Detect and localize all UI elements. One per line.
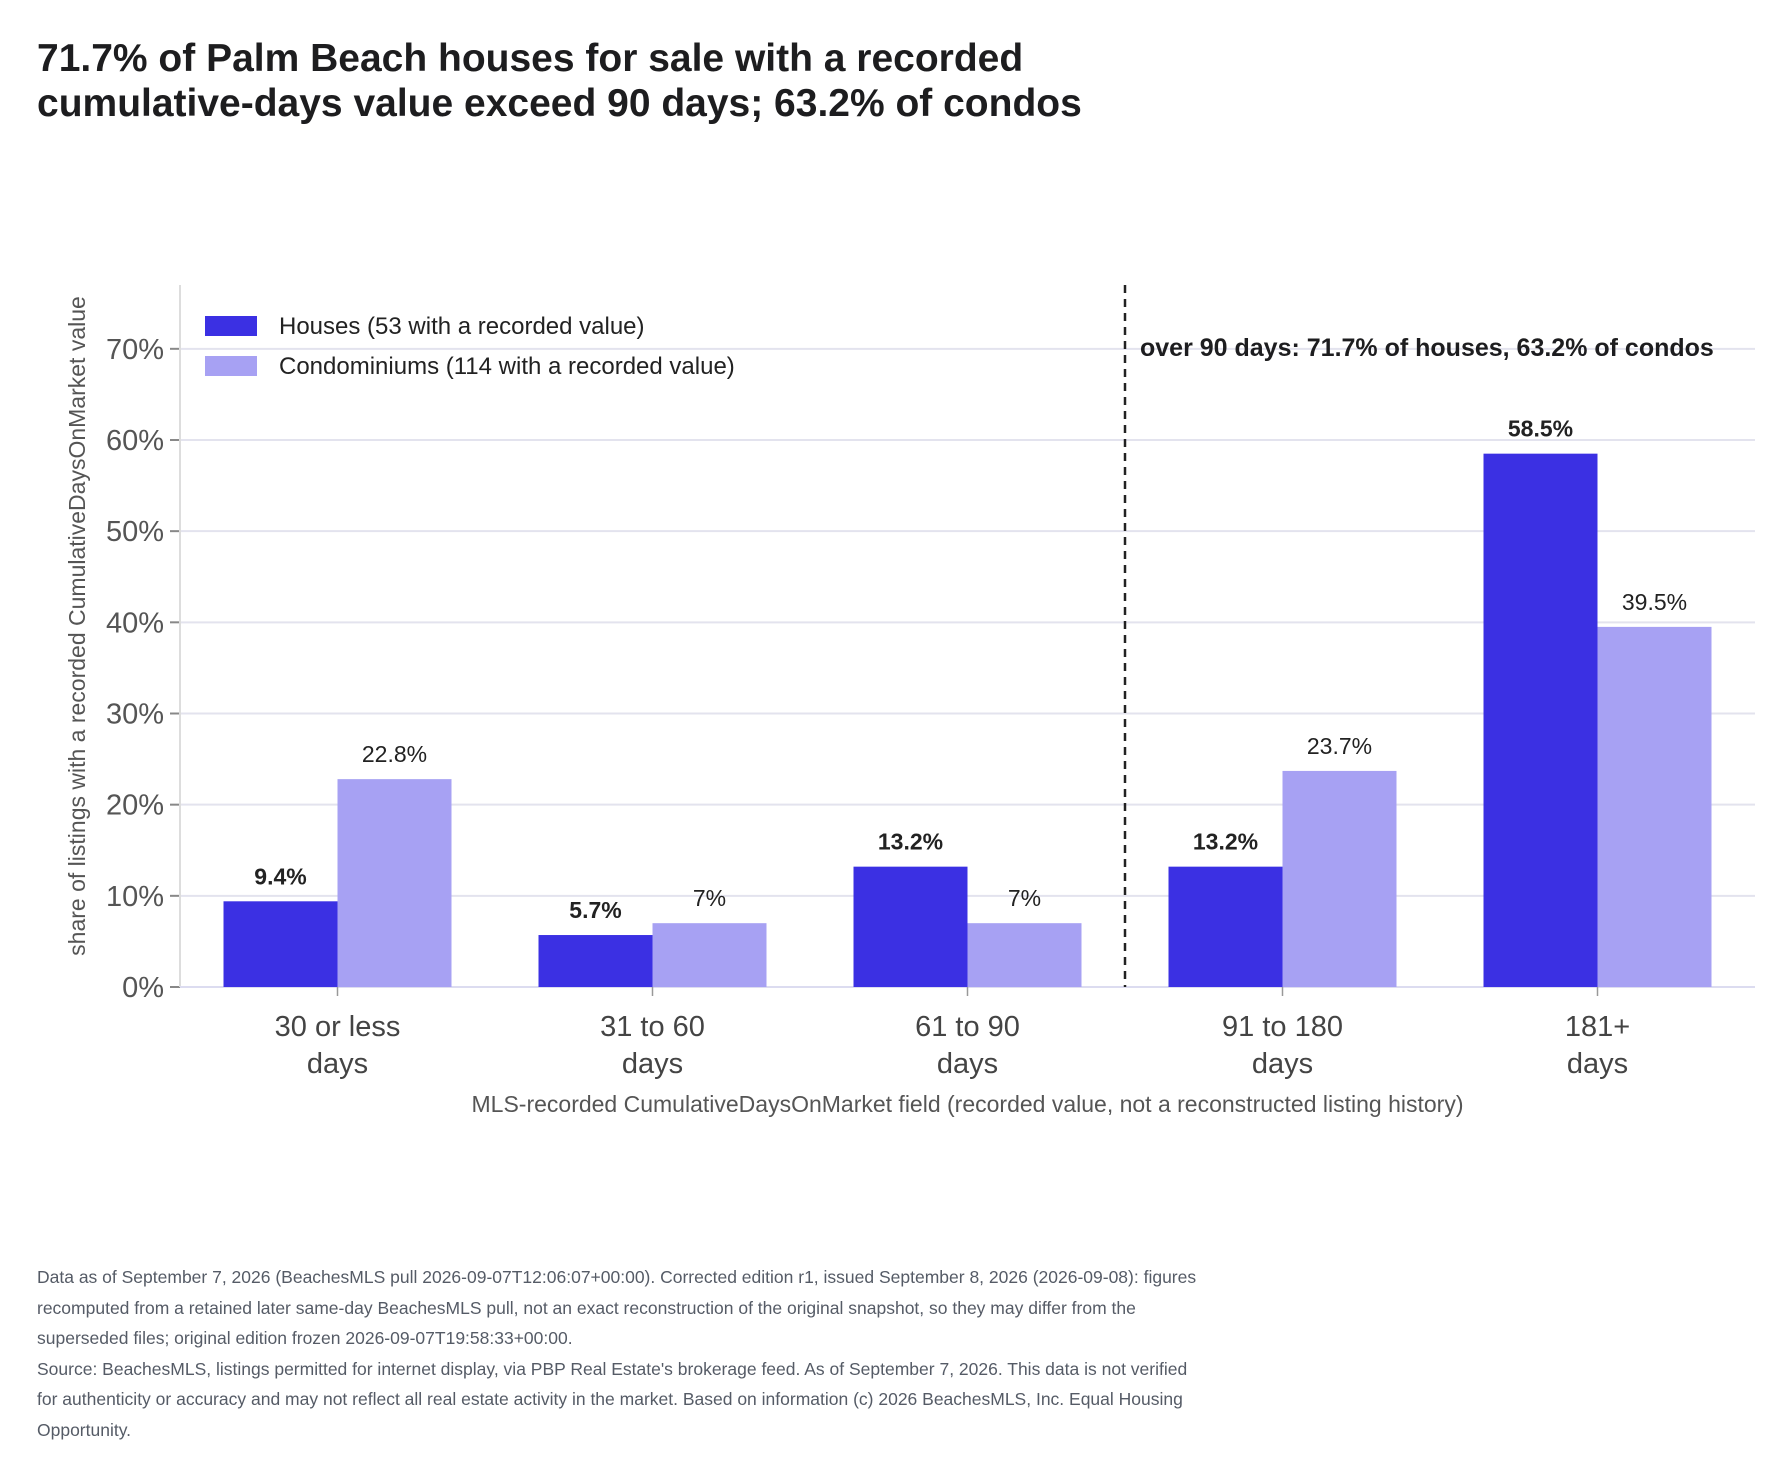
legend-label: Houses (53 with a recorded value) xyxy=(279,313,645,340)
footnote-line: superseded files; original edition froze… xyxy=(37,1328,573,1348)
bars xyxy=(223,453,1712,987)
data-label: 5.7% xyxy=(569,897,621,923)
x-tick-label: 31 to 60 xyxy=(600,1011,705,1043)
data-label: 39.5% xyxy=(1622,589,1687,615)
data-label: 7% xyxy=(1008,885,1041,911)
data-label: 23.7% xyxy=(1307,733,1372,759)
y-tick-label: 50% xyxy=(106,516,164,548)
footnote-line: Opportunity. xyxy=(37,1419,132,1440)
bar xyxy=(1168,866,1283,987)
chart-title: 71.7% of Palm Beach houses for sale with… xyxy=(37,36,1437,126)
y-tick-label: 10% xyxy=(106,881,164,913)
bar-chart: 0% 10% 20% 30% 40% 50% 60% 70% share of listings… xyxy=(64,285,1755,1117)
y-tick-label: 30% xyxy=(106,698,164,730)
y-tick-label: 60% xyxy=(106,425,164,457)
bar xyxy=(1282,770,1397,987)
x-tick-label: days xyxy=(622,1048,683,1080)
bar xyxy=(1483,453,1598,987)
footnote-line: for authenticity or accuracy and may not… xyxy=(37,1389,1183,1409)
x-tick-label: 181+ xyxy=(1565,1011,1630,1043)
footnote-line: Source: BeachesMLS, listings permitted f… xyxy=(37,1358,1188,1379)
footnote: Data as of September 7, 2026 (BeachesMLS… xyxy=(37,1262,1417,1445)
x-tick-label: days xyxy=(937,1048,998,1080)
y-tick-label: 70% xyxy=(106,334,164,366)
legend: Houses (53 with a recorded value) Condomi… xyxy=(205,313,735,380)
x-axis-title: MLS-recorded CumulativeDaysOnMarket fiel… xyxy=(472,1091,1464,1117)
chart-title-line-2: cumulative-days value exceed 90 days; 63… xyxy=(37,82,1082,125)
bar xyxy=(223,901,338,987)
y-tick-label: 40% xyxy=(106,607,164,639)
data-label: 58.5% xyxy=(1508,416,1573,442)
bar xyxy=(853,866,968,987)
y-tick-label: 0% xyxy=(122,972,164,1004)
bar xyxy=(1597,626,1712,987)
x-tick-label: 61 to 90 xyxy=(915,1011,1020,1043)
legend-swatch xyxy=(205,356,257,376)
x-tick-label: 91 to 180 xyxy=(1222,1011,1343,1043)
legend-swatch xyxy=(205,316,257,336)
data-label: 13.2% xyxy=(878,829,943,855)
data-label: 22.8% xyxy=(362,741,427,767)
y-axis-title: share of listings with a recorded Cumula… xyxy=(64,296,90,956)
x-tick-label: 30 or less xyxy=(275,1011,401,1043)
footnote-line: recomputed from a retained later same-da… xyxy=(37,1297,1136,1318)
x-tick-label: days xyxy=(307,1048,368,1080)
footnote-line: Data as of September 7, 2026 (BeachesMLS… xyxy=(37,1267,1197,1287)
x-tick-label: days xyxy=(1567,1048,1628,1080)
bar xyxy=(652,923,767,987)
y-tick-label: 20% xyxy=(106,790,164,822)
data-labels: 9.4% 22.8% 5.7% 7% 13.2% 7% 13.2% 23.7% 58.5% 39.… xyxy=(254,334,1714,923)
data-label: 13.2% xyxy=(1193,829,1258,855)
data-label: 9.4% xyxy=(254,863,306,889)
bar xyxy=(967,923,1082,987)
data-label: 7% xyxy=(693,885,726,911)
legend-label: Condominiums (114 with a recorded value) xyxy=(279,353,735,380)
bar xyxy=(538,935,653,987)
chart-title-line-1: 71.7% of Palm Beach houses for sale with… xyxy=(37,37,1024,80)
bar xyxy=(337,779,452,987)
x-tick-label: days xyxy=(1252,1048,1313,1080)
annotation-over-90-days: over 90 days: 71.7% of houses, 63.2% of … xyxy=(1140,334,1714,362)
